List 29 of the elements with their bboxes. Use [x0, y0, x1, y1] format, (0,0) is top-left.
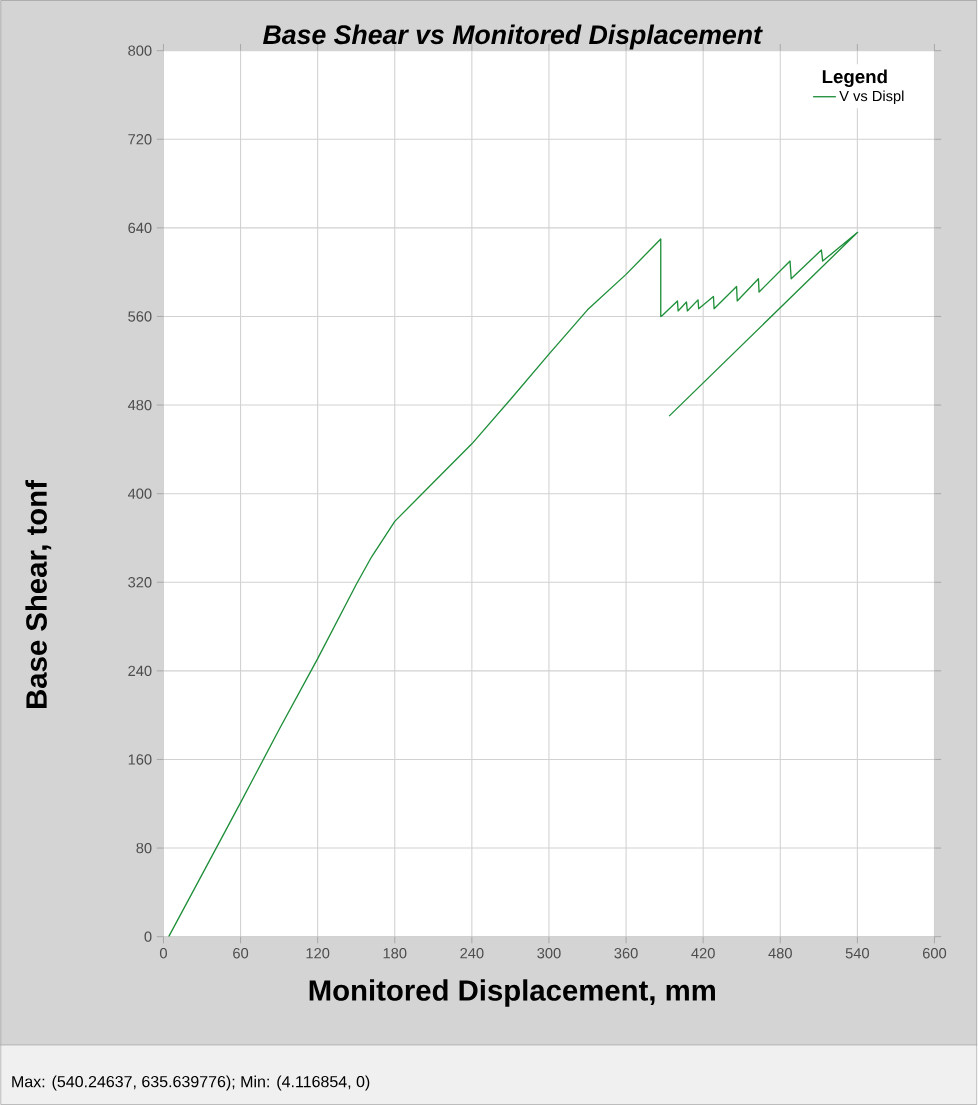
y-tick-label: 800	[128, 45, 152, 56]
y-tick-label: 240	[128, 665, 152, 677]
x-tick-label: 60	[233, 948, 249, 959]
y-tick-label: 480	[128, 399, 152, 411]
x-axis-title: Monitored Displacement, mm	[309, 979, 716, 1007]
y-tick-label: 560	[128, 311, 152, 322]
y-tick-label: 320	[128, 577, 152, 588]
x-tick-label: 0	[160, 948, 168, 959]
x-tick-label: 120	[306, 948, 330, 959]
text: Max: (540.24637, 635.639776); Min: (4.116854, 0)	[12, 1075, 370, 1091]
chart-title: Base Shear vs Monitored Displacement	[263, 24, 764, 50]
y-tick-label: 0	[144, 931, 152, 942]
y-tick-label: 80	[136, 842, 152, 854]
y-tick-label: 400	[128, 488, 152, 499]
x-tick-label: 600	[923, 948, 947, 959]
line-series	[168, 231, 859, 937]
y-tick-label: 720	[128, 134, 152, 145]
x-tick-label: 360	[614, 948, 638, 959]
x-tick-label: 480	[768, 948, 793, 959]
legend-title: Legend	[823, 69, 887, 88]
x-tick-label: 420	[691, 948, 716, 959]
x-tick-label: 240	[460, 948, 484, 959]
legend-label: V vs Displ	[839, 90, 904, 105]
x-tick-label: 180	[383, 948, 407, 959]
y-tick-label: 640	[128, 222, 152, 234]
y-tick-label: 160	[128, 754, 152, 765]
x-tick-label: 540	[845, 948, 870, 959]
x-tick-label: 300	[537, 948, 561, 959]
y-axis-title: Base Shear, tonf	[25, 480, 52, 708]
